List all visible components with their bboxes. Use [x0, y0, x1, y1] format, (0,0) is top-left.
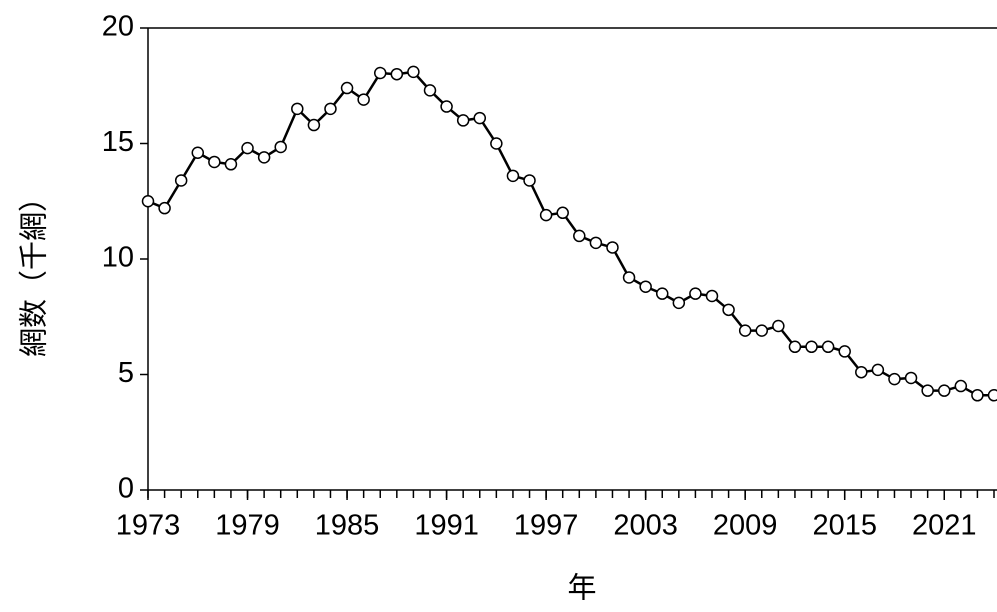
data-point — [523, 174, 536, 187]
data-point — [506, 169, 520, 183]
data-point — [639, 280, 652, 293]
data-point — [855, 365, 868, 379]
data-point — [390, 67, 404, 81]
x-tick-label: 1979 — [215, 510, 280, 542]
data-point — [971, 389, 984, 402]
x-tick-label: 1997 — [514, 510, 579, 542]
data-point — [838, 345, 851, 358]
data-point — [987, 389, 997, 402]
data-line — [147, 70, 994, 397]
data-point — [473, 111, 487, 125]
data-point — [606, 241, 619, 254]
data-point — [373, 66, 387, 80]
data-point — [722, 303, 735, 317]
x-tick-label: 1991 — [414, 510, 479, 542]
data-point — [208, 155, 221, 169]
y-tick-label: 0 — [118, 473, 134, 505]
data-point — [274, 140, 287, 154]
y-tick-label: 20 — [102, 11, 134, 43]
data-point — [755, 324, 769, 337]
data-point — [954, 379, 968, 393]
y-tick-label: 10 — [102, 242, 134, 274]
data-point — [904, 371, 918, 385]
data-point — [224, 158, 238, 171]
data-point — [772, 319, 785, 333]
data-point — [490, 137, 503, 150]
data-point — [573, 229, 586, 243]
data-point — [821, 340, 835, 354]
x-tick-label: 1973 — [116, 510, 181, 542]
y-axis-title: 網数（千網） — [18, 183, 51, 357]
data-point — [937, 384, 951, 397]
data-point — [705, 289, 719, 303]
data-point — [556, 206, 569, 220]
y-tick-label: 15 — [102, 126, 134, 158]
data-point — [622, 271, 636, 284]
data-point — [738, 324, 752, 337]
data-point — [158, 201, 171, 215]
x-tick-label: 2015 — [812, 510, 877, 542]
x-tick-label: 2009 — [713, 510, 778, 542]
y-tick-label: 5 — [118, 357, 134, 389]
data-point — [407, 65, 420, 79]
data-point — [888, 372, 901, 386]
data-point — [307, 118, 321, 132]
data-point — [141, 195, 155, 208]
data-point — [257, 151, 271, 164]
data-point — [191, 146, 205, 159]
data-point — [291, 102, 304, 116]
data-point — [672, 296, 686, 310]
data-point — [871, 363, 885, 377]
data-point — [456, 114, 470, 127]
data-point — [539, 208, 553, 222]
data-point — [174, 174, 188, 187]
data-point — [788, 340, 802, 354]
data-point — [440, 100, 453, 113]
x-tick-label: 2003 — [613, 510, 678, 542]
x-axis-title: 年 — [567, 572, 596, 605]
data-point — [423, 84, 437, 97]
data-point — [655, 287, 669, 300]
x-tick-label: 1985 — [315, 510, 380, 542]
data-point — [589, 236, 603, 250]
data-point — [357, 93, 370, 106]
data-point — [324, 102, 337, 116]
data-point — [805, 340, 818, 354]
data-point — [241, 141, 254, 155]
data-point — [689, 287, 702, 300]
data-point — [340, 81, 354, 95]
data-point — [921, 384, 934, 397]
x-tick-label: 2021 — [912, 510, 977, 542]
